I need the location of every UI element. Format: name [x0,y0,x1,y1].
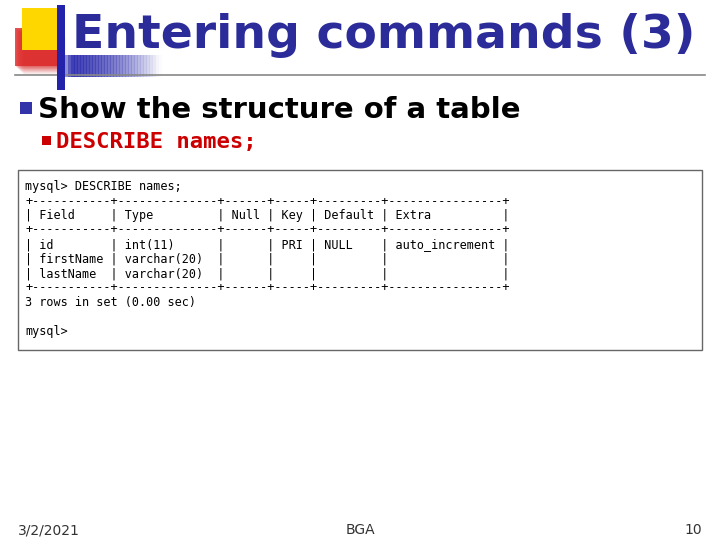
Bar [146,55,156,77]
Bar [143,55,153,77]
Bar [137,55,147,77]
Bar [23,36,65,74]
Bar [140,55,150,77]
Text: mysql>: mysql> [25,325,68,338]
Text: Show the structure of a table: Show the structure of a table [38,96,521,124]
Bar [18,31,60,69]
Bar [71,55,81,77]
Bar [22,35,64,73]
Bar [17,30,58,68]
Bar [57,5,65,90]
Text: 3 rows in set (0.00 sec): 3 rows in set (0.00 sec) [25,296,196,309]
Bar [95,55,105,77]
Text: BGA: BGA [345,523,375,537]
Bar [20,102,32,114]
Bar [24,37,66,76]
Bar [116,55,126,77]
Bar [20,33,63,71]
Bar [17,30,59,68]
Bar [77,55,87,77]
Bar [101,55,111,77]
Bar [68,55,78,77]
Bar [65,55,75,77]
Bar [92,55,102,77]
Bar [89,55,99,77]
Bar [24,37,66,75]
Bar [17,30,60,69]
Bar [22,35,63,72]
Text: | lastName  | varchar(20)  |      |     |         |                |: | lastName | varchar(20) | | | | | [25,267,510,280]
Bar [22,8,64,50]
Bar [42,136,51,145]
Bar [19,31,60,70]
Bar [107,55,117,77]
Text: | id        | int(11)      |      | PRI | NULL    | auto_increment |: | id | int(11) | | PRI | NULL | auto_inc… [25,238,510,251]
Bar [119,55,129,77]
Text: +-----------+--------------+------+-----+---------+----------------+: +-----------+--------------+------+-----… [25,224,510,237]
Bar [21,34,63,72]
Text: 3/2/2021: 3/2/2021 [18,523,80,537]
Text: | Field     | Type         | Null | Key | Default | Extra          |: | Field | Type | Null | Key | Default | … [25,209,510,222]
Bar [74,55,84,77]
Text: 10: 10 [685,523,702,537]
Bar [122,55,132,77]
Bar [113,55,123,77]
Bar [149,55,159,77]
Bar [16,29,58,66]
Bar [15,28,57,66]
Bar [98,55,108,77]
Bar [125,55,135,77]
Text: Entering commands (3): Entering commands (3) [72,13,696,58]
Text: +-----------+--------------+------+-----+---------+----------------+: +-----------+--------------+------+-----… [25,281,510,294]
Text: +-----------+--------------+------+-----+---------+----------------+: +-----------+--------------+------+-----… [25,194,510,207]
Text: DESCRIBE names;: DESCRIBE names; [56,132,256,152]
Bar [22,36,65,73]
Bar [131,55,141,77]
Text: mysql> DESCRIBE names;: mysql> DESCRIBE names; [25,180,181,193]
Bar [16,29,58,67]
Bar [152,55,162,77]
Bar [15,28,59,66]
Bar [104,55,114,77]
Bar [19,32,61,71]
Bar [83,55,93,77]
Bar [20,33,62,71]
Text: | firstName | varchar(20)  |      |     |         |                |: | firstName | varchar(20) | | | | | [25,253,510,266]
Bar [86,55,96,77]
Bar [18,170,702,349]
Bar [128,55,138,77]
Bar [134,55,144,77]
Bar [80,55,90,77]
Bar [24,37,66,75]
Bar [110,55,120,77]
Bar [19,32,61,70]
